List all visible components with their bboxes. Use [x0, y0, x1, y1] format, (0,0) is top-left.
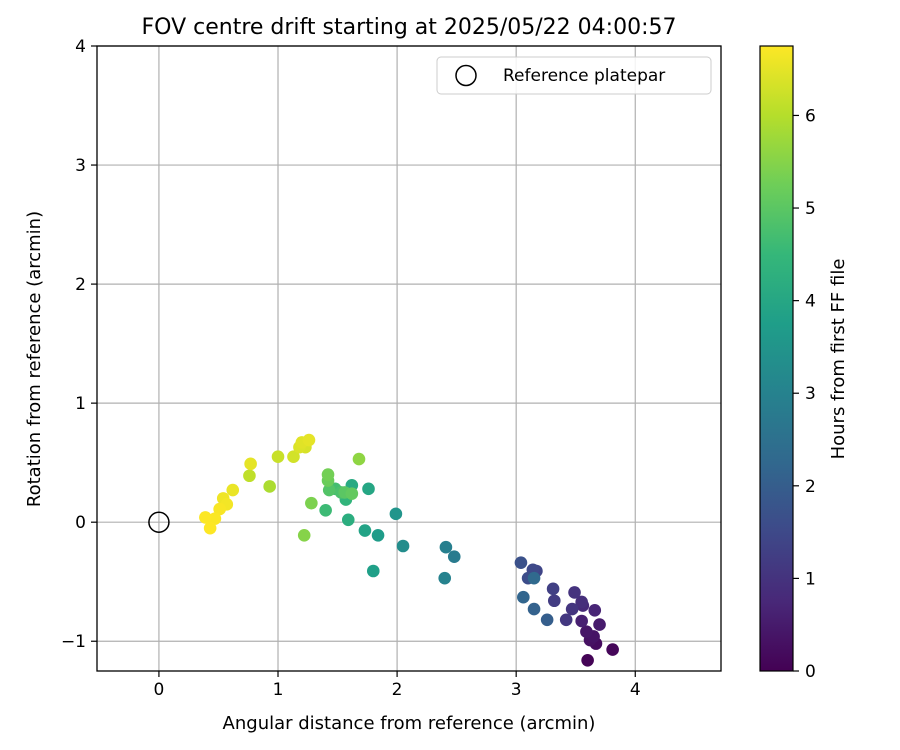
data-point [358, 524, 372, 537]
reference-marker-group [148, 511, 170, 533]
y-tick-label: 0 [75, 513, 86, 533]
data-point [575, 614, 588, 628]
colorbar-tick-label: 0 [805, 662, 816, 682]
data-point [297, 528, 311, 542]
data-point [447, 550, 461, 564]
x-tick-label: 2 [392, 680, 403, 700]
y-tick-label: 3 [75, 156, 86, 176]
data-point [568, 586, 581, 599]
y-tick-label: −1 [61, 632, 86, 652]
data-point [263, 480, 276, 493]
colorbar-tick-label: 6 [805, 106, 816, 126]
colorbar-ticks: 0 1 2 3 4 5 6 [793, 106, 816, 682]
reference-platepar-marker [148, 511, 170, 533]
colorbar-label: Hours from first FF file [828, 259, 849, 460]
data-point [606, 643, 619, 656]
legend: Reference platepar [436, 56, 712, 95]
data-point [271, 450, 285, 464]
x-tick-label: 0 [154, 680, 165, 700]
data-point [565, 602, 579, 616]
y-tick-label: 1 [75, 394, 86, 414]
data-point [593, 618, 606, 631]
data-point [362, 482, 375, 496]
data-point [540, 613, 554, 627]
data-point [439, 540, 453, 554]
data-point [287, 450, 300, 464]
y-tick-label: 2 [75, 275, 86, 295]
data-point [366, 564, 380, 578]
data-point [322, 483, 336, 497]
y-axis-label: Rotation from reference (arcmin) [24, 211, 45, 507]
data-point [341, 513, 355, 527]
data-point [580, 625, 593, 639]
data-point [547, 594, 561, 608]
data-point [527, 571, 541, 585]
data-point [203, 521, 217, 535]
data-point [305, 496, 318, 510]
data-point [588, 603, 602, 617]
chart-title: FOV centre drift starting at 2025/05/22 … [142, 15, 677, 40]
x-axis-label: Angular distance from reference (arcmin) [223, 713, 596, 734]
data-points [199, 433, 619, 667]
data-point [213, 502, 226, 516]
data-point [244, 457, 257, 471]
y-tick-label: 4 [75, 37, 86, 57]
x-tick-label: 3 [511, 680, 522, 700]
data-point [514, 556, 528, 569]
data-point [527, 602, 541, 616]
data-point [302, 433, 316, 447]
data-point [438, 571, 452, 585]
colorbar-gradient [759, 45, 794, 672]
legend-marker-circle [455, 64, 477, 87]
data-point [321, 468, 335, 481]
data-point [243, 469, 256, 483]
data-point [319, 503, 332, 517]
colorbar-tick-label: 1 [805, 569, 816, 589]
x-tick-label: 1 [273, 680, 284, 700]
colorbar-tick-label: 5 [805, 199, 816, 219]
x-tick-label: 4 [630, 680, 641, 700]
x-axis-ticks: 0 1 2 3 4 [154, 671, 641, 700]
data-point [546, 582, 560, 596]
data-point [199, 511, 212, 524]
data-point [581, 653, 594, 667]
data-point [226, 483, 240, 497]
plot-frame [96, 45, 722, 672]
legend-label: Reference platepar [503, 66, 665, 86]
colorbar-tick-label: 2 [805, 477, 816, 497]
data-point [389, 507, 403, 521]
y-axis-ticks: −1 0 1 2 3 4 [61, 37, 97, 652]
data-point [352, 452, 366, 466]
colorbar-tick-label: 3 [805, 384, 816, 404]
data-point [396, 539, 410, 553]
data-point [559, 613, 573, 627]
data-point [517, 590, 530, 604]
legend-box [436, 56, 712, 95]
colorbar-tick-label: 4 [805, 292, 816, 312]
data-point [208, 512, 222, 525]
data-point [345, 487, 359, 500]
data-point [371, 528, 385, 542]
data-point [575, 595, 588, 609]
